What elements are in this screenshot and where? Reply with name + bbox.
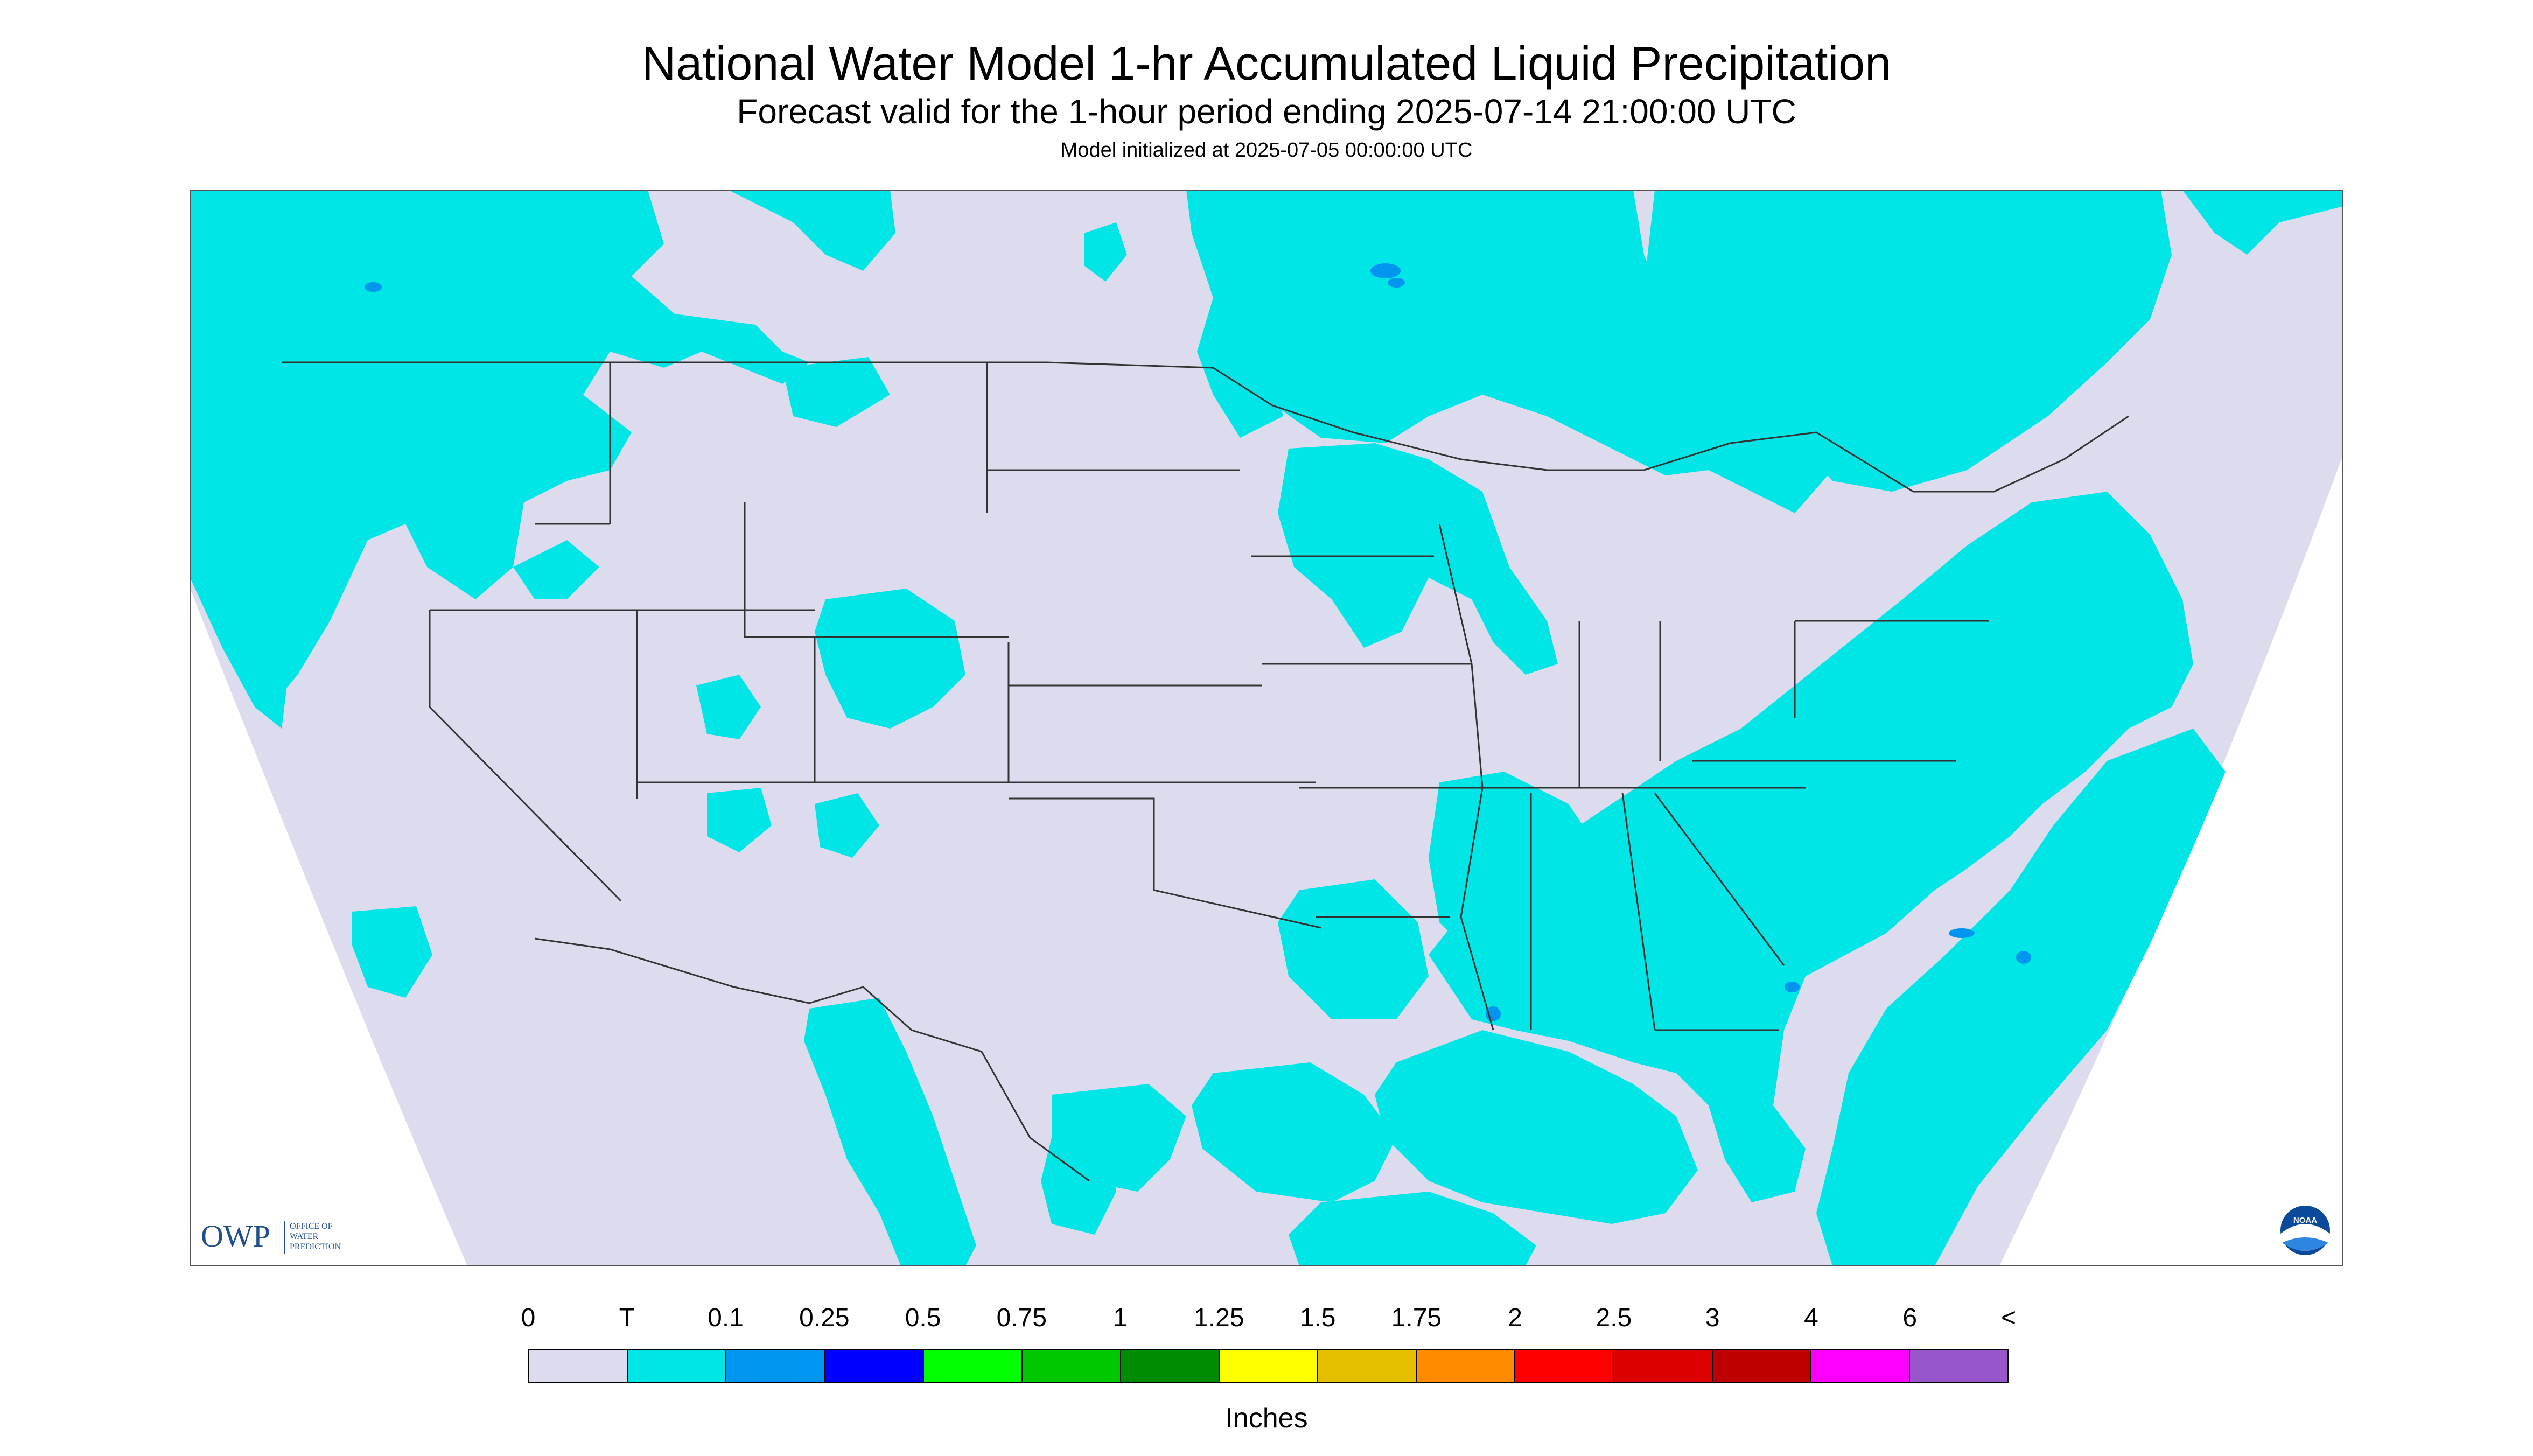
owp-logo-text: OWP [201,1219,270,1254]
precip-area-bc-inner [729,190,895,271]
legend-label-2: 0.1 [708,1304,744,1332]
precip-area-gulf-east [1375,1030,1698,1224]
precip-area-mexico-east [1041,1138,1116,1235]
legend-label-1: T [619,1304,635,1332]
noaa-logo: NOAA [2278,1203,2332,1257]
model-init-time: Model initialized at 2025-07-05 00:00:00… [1060,139,1473,162]
colorbar [528,1349,2009,1383]
map-frame [190,190,2343,1266]
precip-area-nm-cells [815,793,879,858]
state-line-ga-sc [1654,793,1785,966]
legend-label-13: 4 [1804,1304,1818,1332]
legend-label-0: 0 [521,1304,536,1332]
precip-area-la [1278,879,1429,1019]
colorbar-swatch-4 [923,1350,1023,1382]
precip-area-mn [1197,298,1283,438]
precip-area-az-cells [707,788,772,852]
legend-label-14: 6 [1902,1304,1918,1332]
owp-logo: OWP OFFICE OF WATER PREDICTION [201,1219,341,1254]
legend-label-4: 0.5 [905,1304,941,1332]
legend-label-12: 3 [1705,1304,1720,1332]
precip-area-canada-central [1186,190,1832,513]
heavy-spot-atlantic-2 [2016,951,2031,964]
map-logos: OWP OFFICE OF WATER PREDICTION NOAA [201,1203,2332,1257]
precip-area-ut-cells [696,675,761,739]
legend-label-9: 1.75 [1391,1304,1442,1332]
colorbar-swatch-8 [1318,1350,1417,1382]
us-canada-border [282,361,2129,493]
state-line-wy-ne [744,502,1009,638]
colorbar-swatch-10 [1515,1350,1614,1382]
legend-label-3: 0.25 [799,1304,850,1332]
precipitation-map: OWP OFFICE OF WATER PREDICTION NOAA [190,190,2343,1266]
legend-units: Inches [1225,1403,1308,1434]
precip-area-id-blobs [513,540,599,599]
heavy-spot-ontario [1370,263,1401,278]
precip-area-nd-spots [1084,222,1127,282]
precip-area-mexico-sierra [804,998,976,1266]
colorbar-swatch-13 [1811,1350,1910,1382]
heavy-spot-atlantic [1949,928,1975,938]
owp-logo-sub-2: WATER [290,1232,319,1241]
colorbar-swatch-1 [628,1350,727,1382]
heavier-precip-spots [365,263,2031,1021]
heavy-spot-bc [365,282,382,292]
precip-area-east-coast [1429,492,2193,1202]
legend-label-10: 2 [1508,1304,1523,1332]
precip-area-pacific-nw [190,190,809,707]
legend-label-5: 0.75 [996,1304,1047,1332]
colorbar-swatch-6 [1121,1350,1220,1382]
colorbar-swatch-5 [1022,1350,1121,1382]
state-line-ca-nv [429,610,622,902]
precip-area-co-cells [815,589,965,729]
owp-logo-sub-3: PREDICTION [290,1242,341,1251]
us-mexico-border [534,937,1090,1182]
map-subtitle: Forecast valid for the 1-hour period end… [737,92,1796,131]
precip-area-pnw-south [190,578,287,729]
noaa-logo-text: NOAA [2293,1216,2317,1225]
owp-logo-sub-1: OFFICE OF [290,1222,333,1231]
legend-labels: 0 T 0.1 0.25 0.5 0.75 1 1.25 1.5 1.75 2 2.5 3 4 6 < [0,1302,2533,1336]
colorbar-swatch-3 [825,1350,924,1382]
legend-label-8: 1.5 [1299,1304,1336,1332]
state-line-al-ga [1621,793,1656,1031]
legend-label-7: 1.25 [1194,1304,1244,1332]
colorbar-swatch-2 [726,1350,825,1382]
precip-areas [190,190,2343,1266]
colorbar-swatch-7 [1219,1350,1319,1382]
colorbar-swatch-11 [1614,1350,1713,1382]
legend-label-11: 2.5 [1596,1304,1632,1332]
precip-area-baja [352,906,432,998]
precip-area-gulf-south [1289,1192,1536,1266]
precip-area-quebec [1644,190,2172,492]
heavy-spot-ga-coast [1785,982,1800,992]
precip-area-atlantic [1816,729,2226,1266]
precip-area-mt [782,357,890,427]
colorbar-swatch-9 [1417,1350,1516,1382]
legend-label-6: 1 [1113,1304,1128,1332]
precip-area-gulf-central [1192,1062,1396,1202]
political-boundaries [282,361,2129,1182]
precip-area-wisconsin [1278,443,1558,675]
precip-area-labrador [2182,190,2343,255]
map-title: National Water Model 1-hr Accumulated Li… [641,37,1892,90]
heavy-spot-ontario-2 [1388,278,1405,288]
state-line-ok-tx [1009,797,1321,929]
precip-area-ms-al [1429,772,1622,987]
colorbar-swatch-12 [1712,1350,1811,1382]
legend-label-15: < [2000,1304,2017,1332]
colorbar-swatch-14 [1909,1350,2008,1382]
colorbar-swatch-0 [529,1350,628,1382]
